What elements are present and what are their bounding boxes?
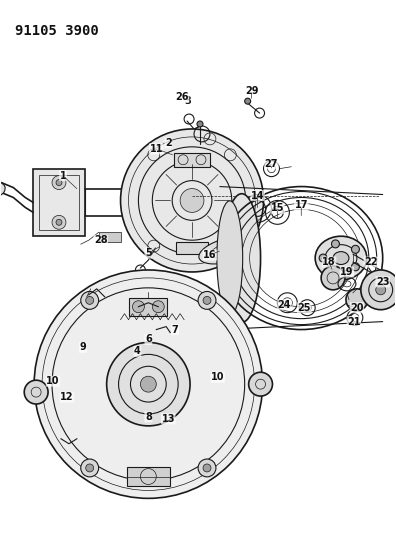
Text: 10: 10 bbox=[46, 376, 60, 386]
Text: 6: 6 bbox=[145, 335, 152, 344]
Text: 7: 7 bbox=[172, 325, 179, 335]
Circle shape bbox=[321, 266, 345, 290]
Text: 14: 14 bbox=[251, 190, 264, 200]
Circle shape bbox=[24, 380, 48, 404]
Circle shape bbox=[34, 270, 263, 498]
Circle shape bbox=[352, 263, 360, 271]
Text: 4: 4 bbox=[134, 346, 141, 357]
Circle shape bbox=[361, 270, 396, 310]
Text: 17: 17 bbox=[295, 200, 308, 211]
Text: 25: 25 bbox=[297, 303, 311, 313]
Circle shape bbox=[52, 176, 66, 190]
Circle shape bbox=[180, 189, 204, 212]
Circle shape bbox=[56, 180, 62, 185]
Text: 23: 23 bbox=[376, 277, 389, 287]
Circle shape bbox=[120, 129, 263, 272]
Text: 20: 20 bbox=[350, 303, 364, 313]
Ellipse shape bbox=[223, 193, 261, 322]
Circle shape bbox=[152, 301, 164, 313]
Circle shape bbox=[52, 215, 66, 229]
Ellipse shape bbox=[333, 252, 349, 264]
Circle shape bbox=[141, 376, 156, 392]
Circle shape bbox=[203, 296, 211, 304]
FancyBboxPatch shape bbox=[99, 232, 120, 242]
FancyBboxPatch shape bbox=[126, 466, 170, 487]
Circle shape bbox=[198, 459, 216, 477]
Ellipse shape bbox=[199, 236, 257, 264]
Text: 24: 24 bbox=[278, 300, 291, 310]
Text: 12: 12 bbox=[60, 392, 74, 402]
Circle shape bbox=[331, 240, 339, 248]
Text: 18: 18 bbox=[322, 257, 336, 267]
Circle shape bbox=[81, 459, 99, 477]
Text: 28: 28 bbox=[94, 235, 107, 245]
Text: 5: 5 bbox=[145, 248, 152, 258]
Text: 13: 13 bbox=[162, 414, 175, 424]
FancyBboxPatch shape bbox=[33, 168, 85, 236]
Ellipse shape bbox=[217, 201, 243, 315]
Text: 3: 3 bbox=[185, 96, 191, 106]
Text: 26: 26 bbox=[175, 92, 189, 102]
Circle shape bbox=[56, 220, 62, 225]
Circle shape bbox=[133, 301, 145, 313]
FancyBboxPatch shape bbox=[176, 242, 208, 254]
Text: 9: 9 bbox=[80, 342, 86, 352]
Circle shape bbox=[331, 268, 339, 276]
Text: 22: 22 bbox=[364, 257, 377, 267]
Circle shape bbox=[81, 292, 99, 309]
Circle shape bbox=[203, 464, 211, 472]
Text: 2: 2 bbox=[165, 138, 171, 148]
Text: 11: 11 bbox=[150, 144, 163, 154]
Circle shape bbox=[352, 245, 360, 253]
Ellipse shape bbox=[0, 182, 5, 197]
Circle shape bbox=[198, 292, 216, 309]
Text: 91105 3900: 91105 3900 bbox=[15, 23, 99, 38]
Text: 19: 19 bbox=[340, 267, 354, 277]
Circle shape bbox=[86, 464, 94, 472]
Ellipse shape bbox=[315, 236, 367, 280]
Circle shape bbox=[249, 372, 272, 396]
Text: 8: 8 bbox=[145, 412, 152, 422]
Text: 1: 1 bbox=[59, 171, 66, 181]
Circle shape bbox=[245, 98, 251, 104]
FancyBboxPatch shape bbox=[129, 298, 167, 316]
Circle shape bbox=[346, 289, 368, 311]
Text: 10: 10 bbox=[211, 372, 225, 382]
Text: 27: 27 bbox=[265, 159, 278, 169]
FancyBboxPatch shape bbox=[174, 153, 210, 167]
Text: 21: 21 bbox=[347, 317, 361, 327]
Text: 16: 16 bbox=[203, 250, 217, 260]
Circle shape bbox=[86, 296, 94, 304]
Circle shape bbox=[376, 285, 386, 295]
Circle shape bbox=[319, 254, 327, 262]
Text: 15: 15 bbox=[271, 204, 284, 213]
Text: 29: 29 bbox=[245, 86, 258, 96]
Circle shape bbox=[107, 343, 190, 426]
Circle shape bbox=[197, 121, 203, 127]
